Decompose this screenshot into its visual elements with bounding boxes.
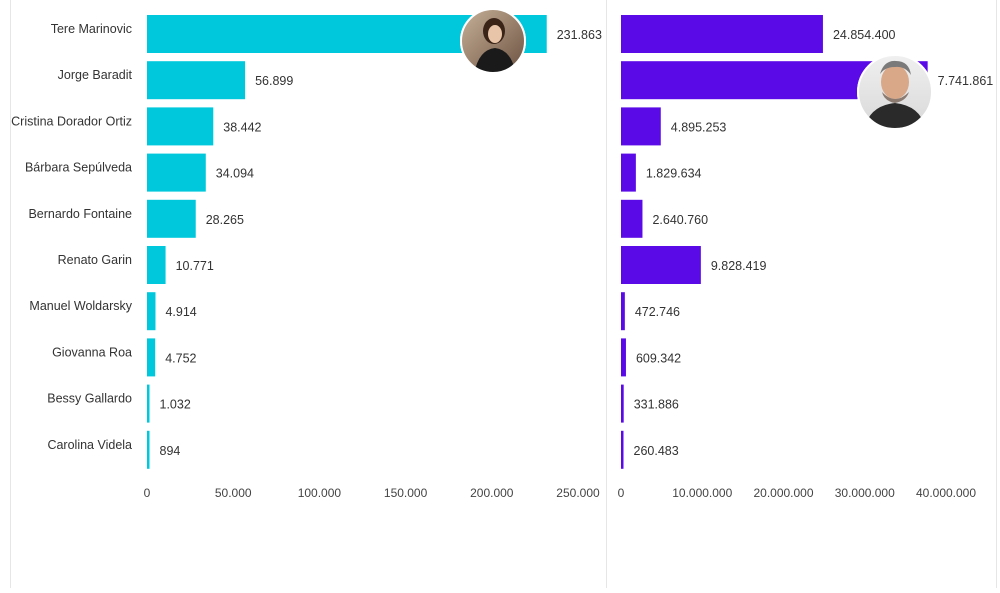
left-value-label-barbara-sepulveda: 34.094 bbox=[216, 167, 254, 181]
right-bar-cristina-dorador-ortiz bbox=[621, 107, 661, 146]
right-tick-label-0: 0 bbox=[618, 486, 625, 500]
left-tick-label-0: 0 bbox=[144, 486, 151, 500]
left-bar-renato-garin bbox=[147, 246, 166, 284]
category-label-manuel-woldarsky: Manuel Woldarsky bbox=[29, 299, 132, 313]
left-bar-jorge-baradit bbox=[147, 61, 246, 100]
avatar-man bbox=[857, 54, 933, 130]
panel-divider bbox=[606, 0, 607, 588]
right-bar-bernardo-fontaine bbox=[621, 199, 643, 238]
category-label-giovanna-roa: Giovanna Roa bbox=[52, 345, 132, 359]
category-label-cristina-dorador-ortiz: Cristina Dorador Ortiz bbox=[11, 114, 132, 128]
left-value-label-tere-marinovic: 231.863 bbox=[557, 28, 602, 42]
left-tick-label-4: 200.000 bbox=[470, 486, 514, 500]
right-bar-giovanna-roa bbox=[621, 338, 626, 377]
right-value-label-cristina-dorador-ortiz: 4.895.253 bbox=[671, 120, 727, 134]
category-label-carolina-videla: Carolina Videla bbox=[47, 438, 132, 452]
right-bar-barbara-sepulveda bbox=[621, 153, 636, 192]
left-value-label-jorge-baradit: 56.899 bbox=[255, 74, 293, 88]
category-label-barbara-sepulveda: Bárbara Sepúlveda bbox=[25, 161, 132, 175]
left-value-label-carolina-videla: 894 bbox=[160, 444, 181, 458]
right-bar-carolina-videla bbox=[621, 430, 624, 469]
left-tick-label-3: 150.000 bbox=[384, 486, 428, 500]
right-bar-tere-marinovic bbox=[621, 15, 823, 53]
right-border bbox=[996, 0, 997, 588]
right-value-label-giovanna-roa: 609.342 bbox=[636, 351, 681, 365]
left-bar-bessy-gallardo bbox=[147, 384, 150, 423]
category-label-bernardo-fontaine: Bernardo Fontaine bbox=[28, 207, 132, 221]
right-value-label-bessy-gallardo: 331.886 bbox=[634, 398, 679, 412]
category-label-tere-marinovic: Tere Marinovic bbox=[51, 22, 132, 36]
right-tick-label-2: 20.000.000 bbox=[753, 486, 813, 500]
category-label-bessy-gallardo: Bessy Gallardo bbox=[47, 392, 132, 406]
right-value-label-renato-garin: 9.828.419 bbox=[711, 259, 767, 273]
left-bar-bernardo-fontaine bbox=[147, 199, 196, 238]
right-value-label-carolina-videla: 260.483 bbox=[634, 444, 679, 458]
left-tick-label-1: 50.000 bbox=[215, 486, 252, 500]
right-tick-label-1: 10.000.000 bbox=[672, 486, 732, 500]
right-value-label-barbara-sepulveda: 1.829.634 bbox=[646, 167, 702, 181]
left-tick-label-5: 250.000 bbox=[556, 486, 600, 500]
left-value-label-cristina-dorador-ortiz: 38.442 bbox=[223, 120, 261, 134]
right-tick-label-4: 40.000.000 bbox=[916, 486, 976, 500]
category-label-renato-garin: Renato Garin bbox=[58, 253, 132, 267]
avatar-woman bbox=[460, 8, 526, 74]
right-bar-bessy-gallardo bbox=[621, 384, 624, 423]
right-value-label-tere-marinovic: 24.854.400 bbox=[833, 28, 896, 42]
left-bar-barbara-sepulveda bbox=[147, 153, 206, 192]
left-bar-manuel-woldarsky bbox=[147, 292, 156, 331]
left-chart: Tere Marinovic Jorge Baradit Cristina Dora… bbox=[11, 15, 602, 500]
right-bar-manuel-woldarsky bbox=[621, 292, 625, 331]
avatars bbox=[460, 8, 933, 130]
left-bar-carolina-videla bbox=[147, 430, 150, 469]
category-label-jorge-baradit: Jorge Baradit bbox=[58, 68, 133, 82]
left-tick-label-2: 100.000 bbox=[298, 486, 342, 500]
right-chart: 24.854.400 7.741.861 4.895.253 1.829.634 2.6… bbox=[618, 15, 994, 500]
right-value-label-jorge-baradit: 7.741.861 bbox=[938, 74, 994, 88]
right-tick-label-3: 30.000.000 bbox=[835, 486, 895, 500]
left-value-label-renato-garin: 10.771 bbox=[176, 259, 214, 273]
right-value-label-manuel-woldarsky: 472.746 bbox=[635, 305, 680, 319]
left-value-label-bernardo-fontaine: 28.265 bbox=[206, 213, 244, 227]
left-value-label-bessy-gallardo: 1.032 bbox=[160, 398, 191, 412]
right-value-label-bernardo-fontaine: 2.640.760 bbox=[652, 213, 708, 227]
left-bar-cristina-dorador-ortiz bbox=[147, 107, 214, 146]
left-bar-giovanna-roa bbox=[147, 338, 156, 377]
right-bar-renato-garin bbox=[621, 246, 701, 284]
left-value-label-manuel-woldarsky: 4.914 bbox=[165, 305, 196, 319]
left-value-label-giovanna-roa: 4.752 bbox=[165, 351, 196, 365]
left-border bbox=[10, 0, 11, 588]
